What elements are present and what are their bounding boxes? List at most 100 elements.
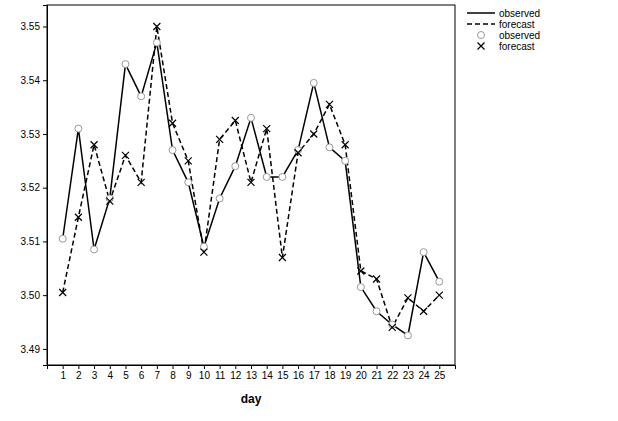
y-tick: 3.51: [21, 236, 47, 247]
marker-shape: [153, 39, 160, 46]
series-marker: [295, 149, 302, 156]
x-tick: 21: [371, 365, 383, 381]
series-marker: [248, 179, 255, 186]
y-axis-line: [43, 6, 48, 366]
x-tick-label: 10: [199, 370, 211, 381]
series-marker: [91, 246, 98, 253]
marker-shape: [326, 144, 333, 151]
legend-label: observed: [499, 30, 540, 41]
x-tick: 7: [155, 365, 161, 381]
x-tick-label: 8: [170, 370, 176, 381]
series-marker: [122, 152, 129, 159]
x-tick-label: 3: [92, 370, 98, 381]
x-tick-mark: [110, 365, 111, 369]
marker-shape: [185, 157, 192, 164]
marker-shape: [436, 292, 443, 299]
x-tick-mark: [220, 365, 221, 369]
marker-shape: [216, 136, 223, 143]
y-tick-mark: [43, 295, 47, 296]
marker-shape: [295, 149, 302, 156]
x-tick-label: 23: [403, 370, 415, 381]
marker-shape: [342, 157, 349, 164]
series-marker: [138, 179, 145, 186]
y-axis: 3.493.503.513.523.533.543.55: [21, 6, 48, 366]
series-marker: [436, 278, 443, 285]
y-tick: 3.53: [21, 129, 47, 140]
marker-shape: [153, 23, 160, 30]
series-marker: [75, 125, 82, 132]
y-tick: 3.52: [21, 182, 47, 193]
y-tick-mark: [43, 134, 47, 135]
x-tick-label: 25: [434, 370, 446, 381]
legend-item: observed: [467, 8, 540, 19]
x-tick-mark: [63, 365, 64, 369]
series-marker: [279, 254, 286, 261]
series-marker: [310, 130, 317, 137]
series-marker: [404, 294, 411, 301]
x-tick-label: 5: [123, 370, 129, 381]
x-tick-mark: [345, 365, 346, 369]
x-tick-label: 20: [356, 370, 368, 381]
x-tick-label: 6: [139, 370, 145, 381]
legend-line: [467, 23, 495, 25]
series-line: [63, 43, 440, 336]
marker-shape: [200, 249, 207, 256]
series-marker: [326, 101, 333, 108]
x-tick: 17: [309, 365, 321, 381]
x-tick: 18: [324, 365, 336, 381]
series-marker: [232, 117, 239, 124]
series-marker: [436, 292, 443, 299]
series-marker: [185, 157, 192, 164]
y-tick-label: 3.53: [21, 129, 41, 140]
legend-marker: [478, 32, 485, 39]
x-axis-line: [48, 366, 456, 370]
series-marker: [357, 284, 364, 291]
marker-shape: [326, 101, 333, 108]
x-tick-label: 21: [371, 370, 383, 381]
series-marker: [216, 195, 223, 202]
legend-label: observed: [499, 8, 540, 19]
marker-shape: [389, 324, 396, 331]
y-tick-mark: [43, 80, 47, 81]
x-tick-label: 1: [60, 370, 66, 381]
series-marker: [169, 147, 176, 154]
x-tick: 8: [170, 365, 176, 381]
series-marker: [404, 332, 411, 339]
marker-shape: [420, 249, 427, 256]
legend: observedforecastobservedforecast: [467, 8, 540, 52]
marker-shape: [436, 278, 443, 285]
y-tick-mark: [43, 349, 47, 350]
x-tick: 6: [139, 365, 145, 381]
x-tick-mark: [251, 365, 252, 369]
x-tick: 3: [92, 365, 98, 381]
x-tick-mark: [392, 365, 393, 369]
legend-item: forecast: [478, 41, 535, 52]
x-tick: 16: [293, 365, 305, 381]
marker-shape: [279, 173, 286, 180]
marker-shape: [373, 308, 380, 315]
x-tick-label: 24: [419, 370, 431, 381]
legend-line: [467, 12, 495, 14]
series-line: [63, 26, 440, 327]
marker-shape: [420, 308, 427, 315]
y-tick-label: 3.50: [21, 290, 41, 301]
series-marker: [310, 79, 317, 86]
x-tick-label: 11: [215, 370, 226, 381]
x-axis-title: day: [241, 392, 262, 406]
x-tick: 23: [403, 365, 415, 381]
marker-shape: [404, 294, 411, 301]
chart: 1234567891011121314151617181920212223242…: [0, 0, 618, 421]
series-marker: [326, 144, 333, 151]
series-marker: [248, 114, 255, 121]
y-tick-label: 3.49: [21, 344, 41, 355]
x-tick-mark: [267, 365, 268, 369]
marker-shape: [248, 114, 255, 121]
y-tick-label: 3.55: [21, 21, 41, 32]
marker-shape: [357, 284, 364, 291]
x-tick-mark: [298, 365, 299, 369]
plot-frame: [47, 5, 455, 365]
x-tick-mark: [282, 365, 283, 369]
marker-shape: [263, 125, 270, 132]
x-tick-mark: [314, 365, 315, 369]
marker-shape: [106, 198, 113, 205]
